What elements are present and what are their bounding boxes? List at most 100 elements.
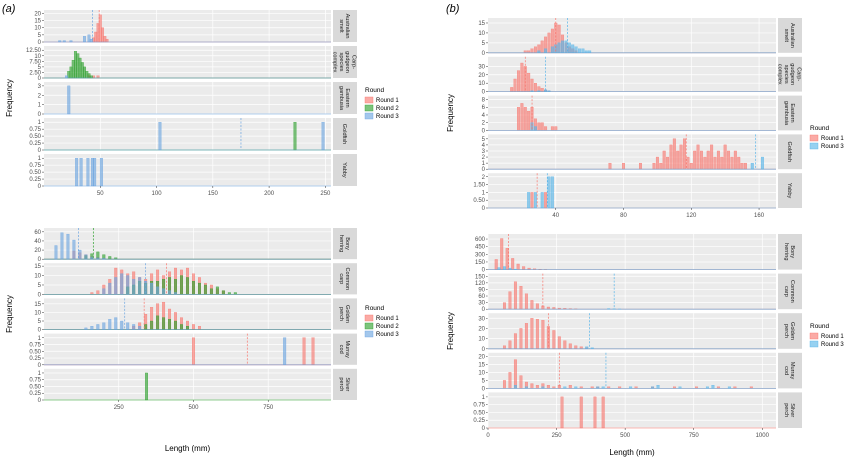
histogram-bar	[192, 324, 195, 330]
histogram-bar	[162, 288, 166, 295]
facet-label: Bonyherring	[783, 243, 795, 260]
facet-label: Goldfish	[341, 124, 347, 145]
histogram-bar	[574, 345, 578, 349]
histogram-bar	[132, 279, 136, 295]
legend-key	[364, 96, 374, 104]
x-tick-label: 0	[486, 433, 490, 439]
histogram-bar	[723, 144, 727, 170]
legend-key	[364, 322, 374, 330]
x-axis-title: Length (mm)	[609, 448, 655, 457]
y-tick-label: 10	[478, 81, 485, 87]
legend: Round Round 1 Round 3	[809, 323, 844, 348]
facet-label-line: herring	[783, 243, 789, 260]
y-tick-label: 20	[478, 73, 485, 79]
histogram-bar	[60, 232, 64, 260]
y-tick-label: 30	[478, 64, 485, 70]
histogram-bar	[83, 36, 86, 43]
histogram-bar	[527, 192, 531, 209]
y-tick-label: 0	[482, 90, 486, 96]
histogram-bar	[574, 46, 578, 53]
legend-label: Round 3	[376, 332, 399, 338]
y-tick-label: 1.50	[473, 183, 485, 189]
histogram-bar	[126, 275, 130, 295]
histogram-bar	[502, 302, 506, 310]
facet-label: Easterngambusia	[783, 101, 795, 126]
y-tick-label: 5	[482, 41, 486, 47]
histogram-bar	[659, 162, 663, 170]
facet-strip	[778, 313, 802, 349]
y-axis-title: Frequency	[446, 94, 455, 132]
y-tick-label: 0.25	[29, 177, 41, 183]
histogram-bar	[168, 319, 172, 330]
histogram-bar	[519, 328, 523, 349]
facet-label-line: Silver	[789, 403, 795, 417]
histogram-bar	[547, 32, 551, 53]
x-tick-label: 500	[188, 405, 199, 411]
legend-label: Round 2	[376, 106, 399, 112]
histogram-bar	[145, 372, 148, 401]
y-tick-label: 10	[478, 31, 485, 37]
legend: Round Round 1 Round 2 Round 3	[364, 305, 399, 338]
histogram-bar	[750, 162, 754, 170]
legend-label: Round 2	[376, 324, 399, 330]
y-tick-label: 150	[475, 274, 486, 280]
y-tick-label: 2.50	[29, 70, 41, 76]
panel-background	[488, 234, 776, 270]
facet-label-line: Bony	[344, 237, 350, 250]
legend: Round Round 1 Round 2 Round 3	[364, 87, 399, 120]
histogram-bar	[568, 385, 572, 389]
histogram-bar	[150, 282, 154, 295]
legend-label: Round 1	[821, 334, 844, 340]
histogram-bar	[502, 380, 506, 389]
facet-silver-perch: 00.250.500.751 Silverperch	[29, 368, 357, 404]
y-tick-label: 0	[38, 184, 42, 190]
histogram-bar	[72, 239, 76, 260]
histogram-bar	[78, 249, 82, 260]
facet-strip	[333, 10, 357, 42]
histogram-bar	[656, 385, 660, 389]
facet-label: Murraycod	[338, 340, 350, 358]
facet-label: Goldenperch	[783, 322, 795, 340]
y-tick-label: 1	[38, 156, 42, 162]
x-tick-label: 100	[152, 191, 163, 197]
histogram-bar	[533, 192, 537, 209]
facet-strip	[333, 82, 357, 114]
histogram-bar	[162, 317, 166, 330]
histogram-bar	[209, 288, 213, 295]
y-tick-label: 12.50	[26, 48, 42, 54]
histogram-bar	[581, 48, 585, 53]
facet-label-line: Yabby	[786, 183, 792, 199]
facet-label-line: perch	[338, 307, 344, 321]
y-tick-label: 10	[478, 370, 485, 376]
histogram-bar	[716, 150, 720, 170]
histogram-bar	[544, 48, 548, 53]
histogram-bar	[510, 87, 514, 92]
histogram-bar	[221, 290, 225, 295]
facet-label: Yabby	[341, 162, 347, 178]
facet-strip	[778, 173, 802, 208]
x-tick-label: 250	[114, 405, 125, 411]
y-tick-label: 0	[482, 167, 486, 173]
histogram-bar	[198, 282, 201, 295]
histogram-bar	[550, 126, 554, 131]
y-tick-label: 1	[482, 161, 486, 167]
facet-label-line: Eastern	[789, 103, 795, 122]
y-tick-label: 0.50	[473, 410, 485, 416]
facet-strip	[333, 368, 357, 400]
histogram-bar	[158, 122, 162, 151]
y-tick-label: 60	[34, 230, 41, 236]
histogram-bar	[535, 385, 539, 389]
histogram-bar	[579, 396, 583, 429]
histogram-bar	[727, 150, 731, 170]
legend-label: Round 3	[821, 342, 844, 348]
histogram-bar	[522, 266, 526, 270]
histogram-bar	[622, 162, 625, 170]
facet-strip	[333, 118, 357, 150]
y-tick-label: 30	[478, 316, 485, 322]
histogram-bar	[174, 320, 177, 330]
facet-yabby: 00.250.500.751 Yabby	[29, 154, 357, 190]
y-tick-label: 2	[482, 155, 486, 161]
facet-label-line: gambusia	[783, 101, 789, 126]
